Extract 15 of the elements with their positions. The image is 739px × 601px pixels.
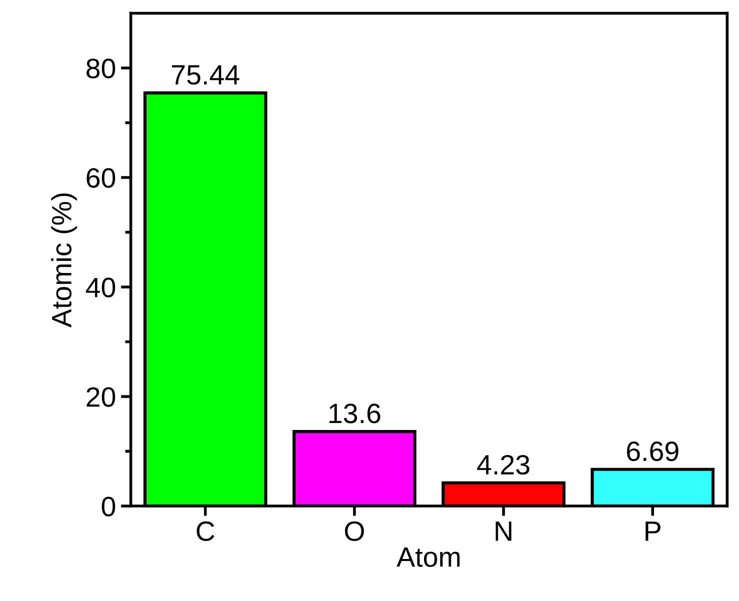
data-label: 4.23 <box>477 454 530 475</box>
y-axis-title: Atomic (%) <box>51 193 77 328</box>
y-tick-label: 60 <box>86 168 116 188</box>
x-tick-label: N <box>496 522 512 541</box>
x-tick-label: C <box>196 521 214 542</box>
data-label: 13.6 <box>330 404 380 424</box>
y-tick-label: 20 <box>86 387 116 407</box>
data-label: 6.69 <box>627 441 678 462</box>
x-tick-label: P <box>646 522 660 541</box>
y-tick-label: 0 <box>102 496 116 516</box>
y-tick-label: 40 <box>86 278 116 298</box>
y-tick-label: 80 <box>86 58 116 78</box>
x-tick-label: O <box>344 521 364 542</box>
x-axis-title: Atom <box>396 548 460 567</box>
data-label: 75.44 <box>172 65 240 85</box>
